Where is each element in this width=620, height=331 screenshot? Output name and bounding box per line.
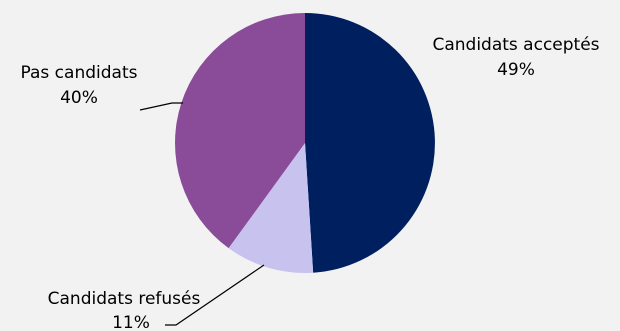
slice-value-not-candidates: 40%: [60, 88, 98, 108]
slice-label-not-candidates: Pas candidats: [21, 63, 138, 83]
leader-line-refused: [165, 264, 265, 326]
slice-not-candidates: [175, 13, 305, 249]
slice-refused: [228, 143, 314, 273]
slice-value-accepted: 49%: [497, 60, 535, 80]
slice-label-refused: Candidats refusés: [48, 289, 201, 309]
slice-label-accepted: Candidats acceptés: [432, 35, 599, 55]
slice-accepted: [305, 13, 435, 273]
leader-lines: [139, 102, 265, 326]
pie-slices: [175, 13, 435, 273]
slice-value-refused: 11%: [112, 313, 150, 331]
leader-line-not-candidates: [139, 102, 183, 111]
